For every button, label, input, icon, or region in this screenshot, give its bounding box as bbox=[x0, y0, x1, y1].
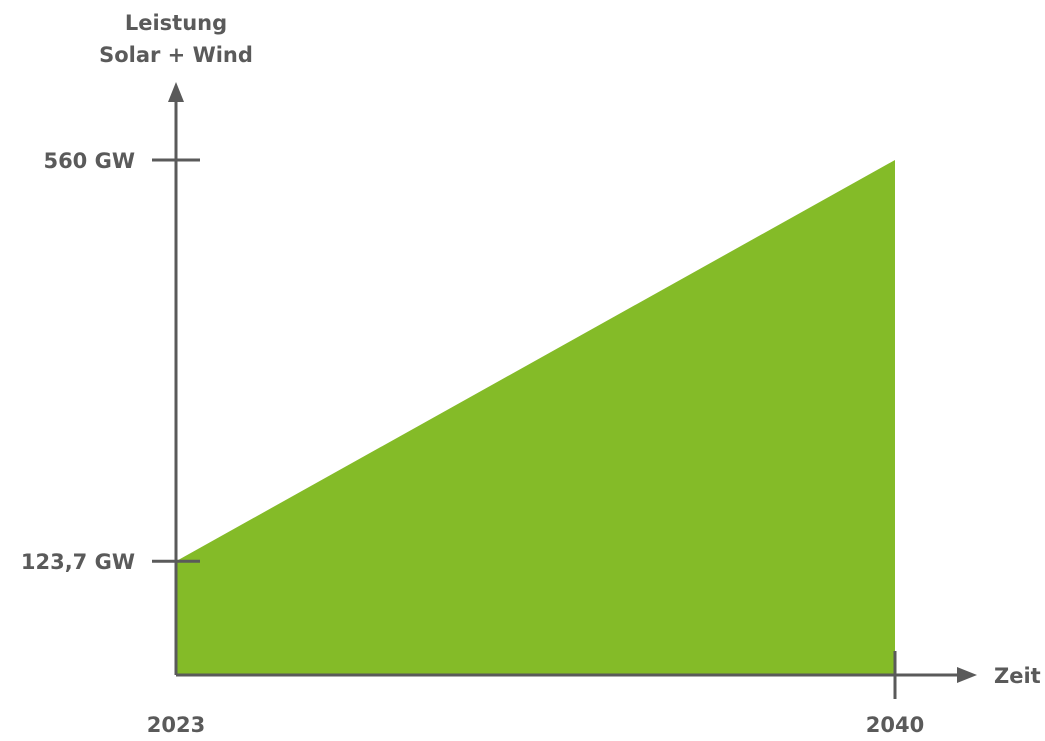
capacity-area bbox=[176, 160, 895, 675]
y-axis-arrow-icon bbox=[168, 82, 184, 102]
x-axis-title: Zeit bbox=[994, 664, 1041, 688]
y-axis-title-line-2: Solar + Wind bbox=[99, 43, 253, 67]
x-tick-label-end: 2040 bbox=[866, 713, 924, 737]
x-tick-label-start: 2023 bbox=[147, 713, 205, 737]
y-tick-label-low: 123,7 GW bbox=[21, 550, 135, 574]
y-axis-title-line-1: Leistung bbox=[125, 11, 227, 35]
x-axis-arrow-icon bbox=[957, 667, 977, 683]
y-tick-label-high: 560 GW bbox=[43, 149, 135, 173]
